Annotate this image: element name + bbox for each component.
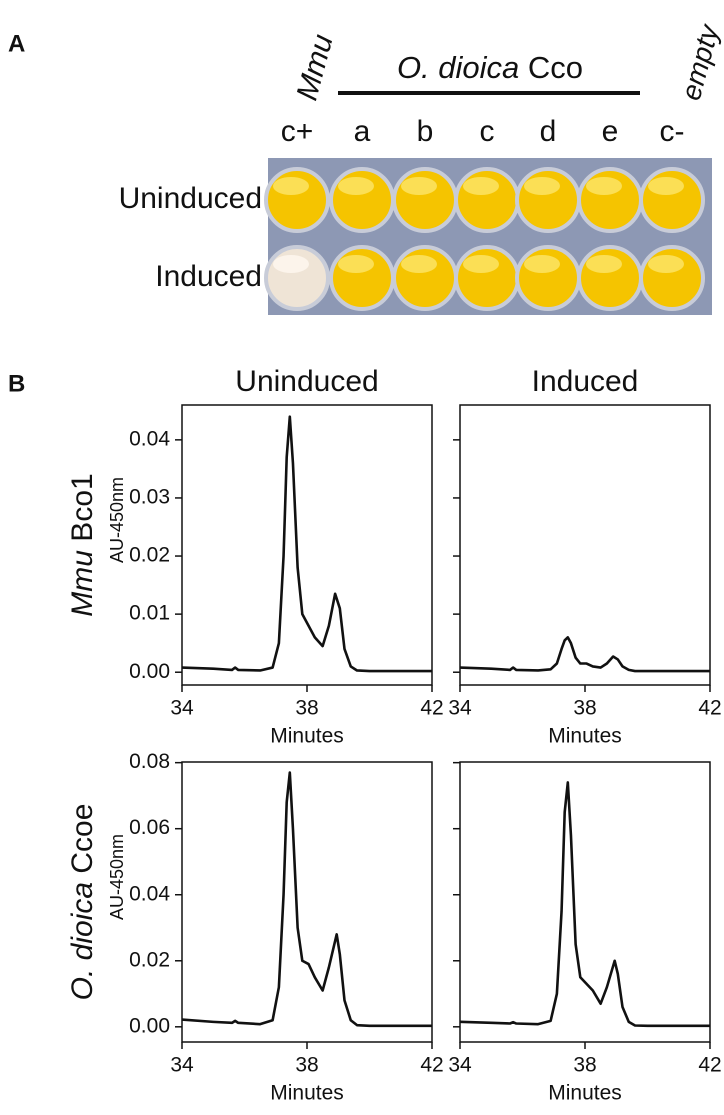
y-tick-label: 0.02 — [129, 544, 170, 567]
group-label-text: Cco — [528, 50, 583, 85]
y-tick-label: 0.00 — [129, 660, 170, 683]
y-axis-label: AU-450nm — [107, 477, 127, 563]
plot-frame — [181, 404, 433, 686]
well-highlight — [586, 255, 622, 273]
y-tick-label: 0.06 — [129, 816, 170, 839]
x-tick-label: 42 — [698, 697, 721, 720]
group-label: O. dioica Cco — [397, 50, 583, 85]
x-tick-label: 34 — [448, 1054, 472, 1077]
y-tick-label: 0.08 — [129, 750, 170, 773]
y-tick-label: 0.03 — [129, 485, 170, 508]
x-tick-label: 42 — [420, 697, 443, 720]
x-tick-label: 38 — [573, 697, 596, 720]
row-label: Uninduced — [119, 182, 262, 215]
x-tick-label: 34 — [170, 697, 194, 720]
y-axis-label: AU-450nm — [107, 834, 127, 920]
panel-label: B — [8, 370, 25, 397]
row-label-italic: O. dioica — [66, 882, 99, 1000]
column-label: e — [602, 115, 619, 148]
column-label: c+ — [281, 115, 314, 148]
plot-frame — [181, 761, 433, 1043]
well-highlight — [648, 255, 684, 273]
x-tick-label: 42 — [420, 1054, 443, 1077]
well-highlight — [273, 177, 309, 195]
well-highlight — [524, 177, 560, 195]
column-label: b — [417, 115, 434, 148]
well-highlight — [338, 177, 374, 195]
row-label: O. dioica Ccoe — [66, 804, 99, 1001]
well-highlight — [463, 177, 499, 195]
chromatogram-line — [181, 771, 432, 1028]
x-axis-label: Minutes — [548, 1082, 622, 1105]
row-label: Mmu Bco1 — [66, 473, 99, 616]
well-highlight — [401, 255, 437, 273]
y-tick-label: 0.02 — [129, 948, 170, 971]
row-label-text: Ccoe — [66, 804, 99, 874]
x-tick-label: 38 — [295, 1054, 318, 1077]
x-tick-label: 34 — [448, 697, 472, 720]
well-highlight — [273, 255, 309, 273]
well-highlight — [648, 177, 684, 195]
well-highlight — [524, 255, 560, 273]
column-label: d — [540, 115, 557, 148]
x-axis-label: Minutes — [270, 1082, 344, 1105]
x-tick-label: 38 — [295, 697, 318, 720]
column-label: c- — [660, 115, 685, 148]
chromatogram-line — [181, 415, 432, 673]
x-axis-label: Minutes — [548, 725, 622, 748]
y-tick-label: 0.04 — [129, 427, 170, 450]
chromatogram-line — [459, 781, 710, 1028]
panel-label: A — [8, 30, 25, 57]
well-highlight — [586, 177, 622, 195]
well-highlight — [463, 255, 499, 273]
chart-title: Induced — [532, 365, 639, 398]
plot-frame — [459, 404, 711, 686]
y-tick-label: 0.01 — [129, 602, 170, 625]
column-label: a — [354, 115, 371, 148]
x-tick-label: 34 — [170, 1054, 194, 1077]
well-highlight — [401, 177, 437, 195]
x-axis-label: Minutes — [270, 725, 344, 748]
well-highlight — [338, 255, 374, 273]
y-tick-label: 0.04 — [129, 882, 170, 905]
row-label-text: Bco1 — [66, 473, 99, 541]
group-label-italic: O. dioica — [397, 50, 519, 85]
group-label: empty — [675, 20, 724, 104]
plot-frame — [459, 761, 711, 1043]
chart-title: Uninduced — [235, 365, 378, 398]
row-label: Induced — [155, 260, 262, 293]
column-label: c — [480, 115, 495, 148]
y-tick-label: 0.00 — [129, 1014, 170, 1037]
group-label: Mmu — [291, 31, 340, 104]
x-tick-label: 42 — [698, 1054, 721, 1077]
chromatogram-line — [459, 636, 710, 673]
x-tick-label: 38 — [573, 1054, 596, 1077]
row-label-italic: Mmu — [66, 550, 99, 617]
